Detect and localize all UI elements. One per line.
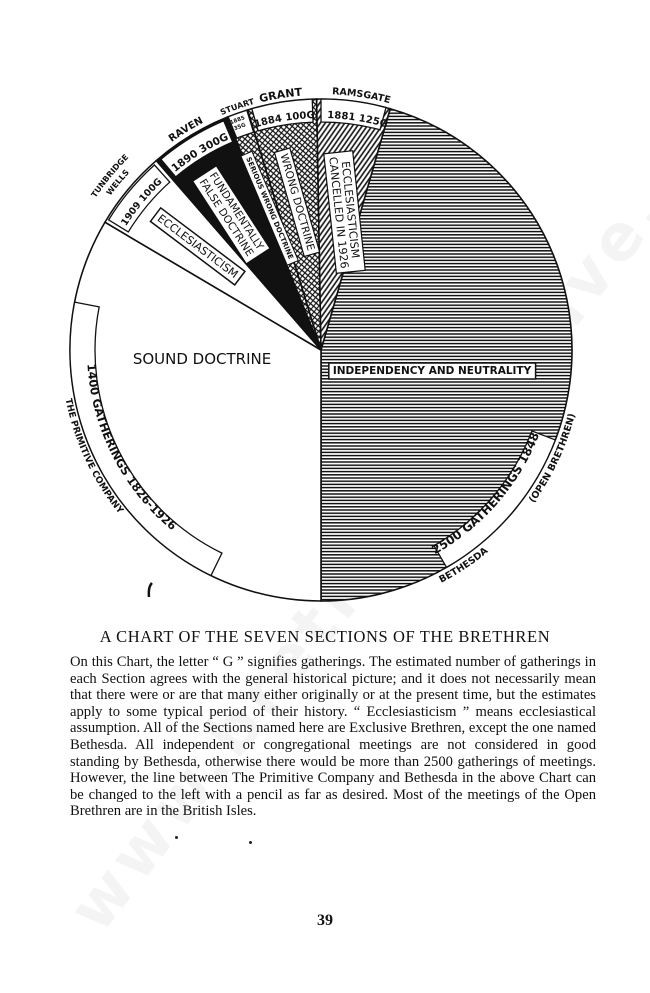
pie-chart: 1881 125G RAMSGATE 1884 100G GRANT 1885 … xyxy=(63,86,578,602)
slice-label-stuart-band-1: 1885 xyxy=(229,115,246,126)
stray-mark xyxy=(147,582,153,598)
svg-text:INDEPENDENCY AND NEUTRALITY: INDEPENDENCY AND NEUTRALITY xyxy=(333,365,532,377)
doctrine-label-primitive: SOUND DOCTRINE xyxy=(133,350,271,368)
doctrine-label-bethesda: INDEPENDENCY AND NEUTRALITY xyxy=(328,362,537,380)
band-box-tunbridge xyxy=(107,164,171,233)
page-number: 39 xyxy=(317,912,333,929)
band-box-primitive xyxy=(69,301,223,577)
body-paragraph: On this Chart, the letter “ G ” signifie… xyxy=(70,654,596,820)
chart-caption: A CHART OF THE SEVEN SECTIONS OF THE BRE… xyxy=(99,627,551,646)
slice-label-stuart-band-2: 35G xyxy=(233,122,247,132)
band-box-raven xyxy=(160,119,234,178)
band-box-stuart xyxy=(227,109,255,140)
svg-text:SOUND DOCTRINE: SOUND DOCTRINE xyxy=(133,350,271,368)
band-box-ramsgate xyxy=(320,98,387,131)
band-box-grant xyxy=(251,98,314,132)
stray-dot xyxy=(249,841,252,844)
stray-dot xyxy=(175,836,178,839)
band-box-bethesda xyxy=(433,430,557,569)
body-text: On this Chart, the letter “ G ” signifie… xyxy=(70,654,596,820)
